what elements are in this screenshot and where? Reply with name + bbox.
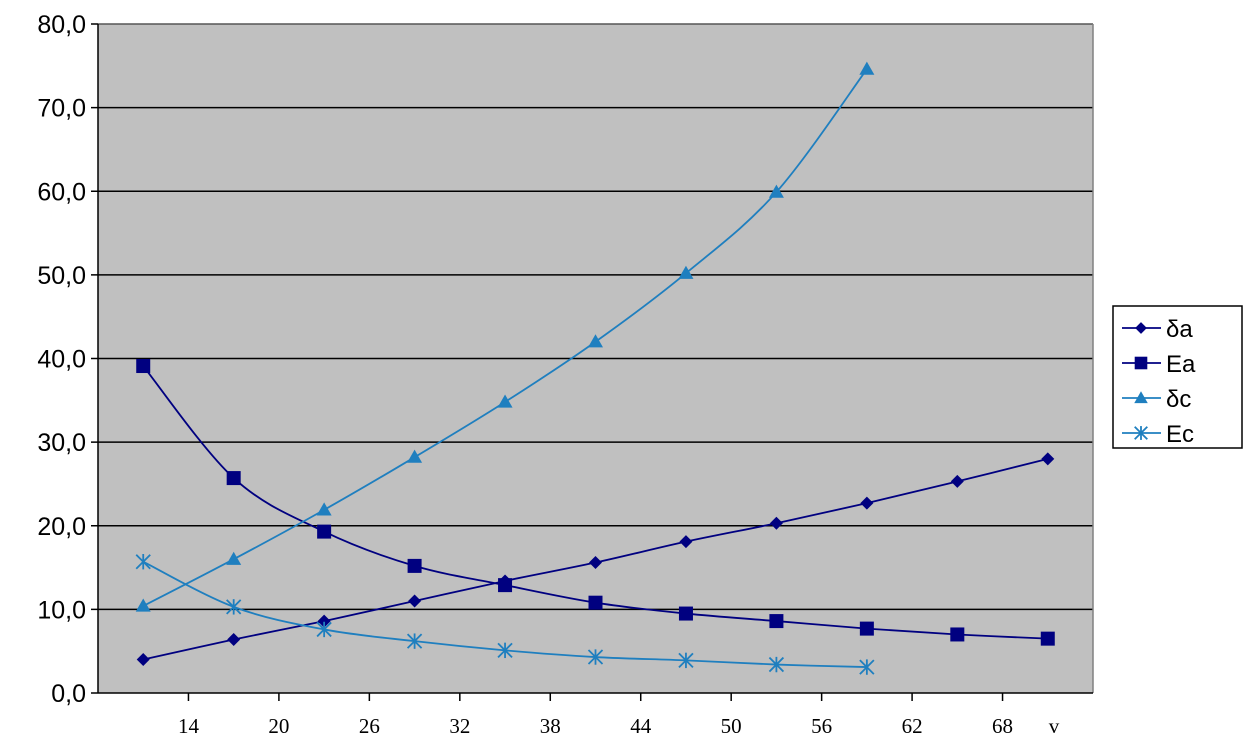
data-point-square [498,578,513,593]
data-point-triangle [1134,391,1148,404]
data-point-asterisk [768,656,785,673]
data-point-diamond [1041,452,1055,466]
data-point-asterisk [497,642,513,659]
y-tick-label: 0,0 [51,680,86,708]
data-point-asterisk [859,659,875,675]
y-tick-label: 60,0 [37,178,86,206]
x-tick-label: 44 [630,714,652,738]
axes [91,23,1094,701]
data-point-triangle [678,265,694,279]
legend-item: δa [1122,316,1193,343]
data-point-square [678,606,693,621]
series-line [142,365,1048,640]
data-point-square [769,614,784,629]
series-3 [135,61,875,612]
legend-label: δc [1166,386,1191,413]
data-point-square [950,627,965,642]
data-point-diamond [317,614,331,628]
data-point-diamond [589,556,602,570]
data-point-asterisk [316,621,332,638]
data-point-asterisk [587,649,604,665]
x-tick-label: 62 [902,714,923,738]
data-point-asterisk [135,554,151,570]
data-point-diamond [679,535,693,549]
x-tick-label: 56 [811,714,832,738]
data-point-triangle [316,502,332,516]
y-tick-label: 70,0 [37,95,86,123]
data-point-diamond [860,496,874,510]
legend-label: δa [1166,316,1193,343]
y-tick-label: 40,0 [37,346,86,374]
x-tick-label: 32 [449,714,470,738]
legend-label: Ea [1166,351,1196,378]
legend-item: Ea [1122,351,1196,378]
data-point-triangle [768,184,784,198]
y-tick-label: 20,0 [37,513,86,541]
series-4 [135,554,875,675]
series-1 [136,452,1055,667]
y-tick-label: 50,0 [37,262,86,290]
x-tick-label: 26 [359,714,380,738]
data-point-diamond [1135,322,1147,334]
series-2 [136,359,1055,646]
data-point-asterisk [1134,426,1148,440]
legend-item: δc [1122,386,1191,413]
data-point-square [859,621,874,636]
data-point-diamond [408,594,422,608]
legend-label: Ec [1166,421,1194,448]
legend: δa Ea δc Ec [1112,305,1243,449]
x-tick-labels: 14 20 26 32 38 44 50 56 62 68 [178,714,1013,738]
y-tick-label: 10,0 [37,596,86,624]
x-tick-label: 50 [721,714,742,738]
legend-item: Ec [1122,421,1194,448]
data-point-diamond [136,653,150,667]
x-axis-label: v [1049,714,1060,738]
legend-box [1112,305,1243,449]
data-point-square [317,524,332,539]
data-point-asterisk [226,599,242,615]
data-point-diamond [769,516,783,530]
data-point-diamond [227,632,241,646]
data-point-square [1040,631,1055,646]
x-tick-label: 68 [992,714,1013,738]
y-tick-label: 30,0 [37,429,86,457]
data-point-square [1134,356,1148,370]
data-point-triangle [588,334,603,348]
data-point-asterisk [406,633,423,649]
x-tick-label: 20 [268,714,289,738]
data-point-triangle [859,61,875,75]
data-point-diamond [950,474,964,488]
data-point-square [407,558,422,573]
data-point-asterisk [678,652,694,669]
data-point-triangle [226,551,242,565]
y-tick-label: 80,0 [37,11,86,39]
data-point-triangle [407,449,423,463]
data-point-square [136,359,151,374]
x-tick-label: 14 [178,714,200,738]
data-point-triangle [497,394,513,408]
legend-items: δa Ea δc Ec [1122,316,1196,448]
data-point-square [588,595,603,610]
data-point-square [226,471,241,486]
series [135,61,1055,675]
x-tick-label: 38 [540,714,561,738]
series-line [142,68,868,607]
y-tick-labels: 0,0 10,0 20,0 30,0 40,0 50,0 60,0 70,0 80,0 [37,11,86,708]
data-point-triangle [135,598,151,612]
